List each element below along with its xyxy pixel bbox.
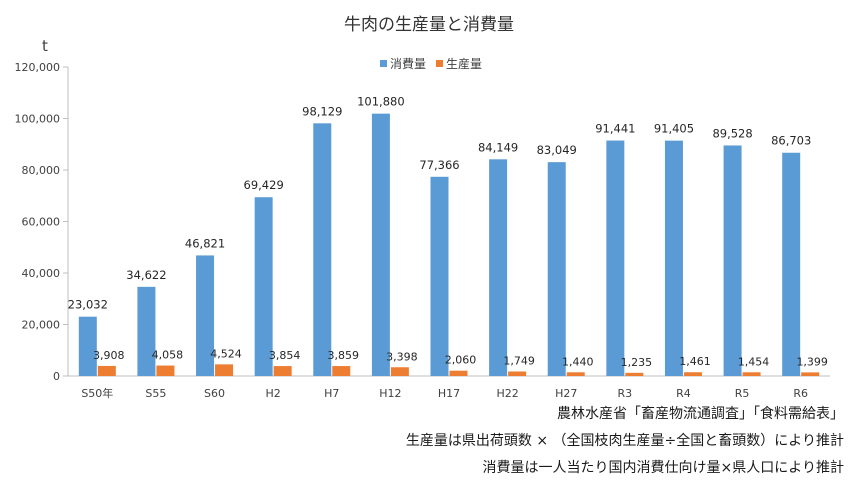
data-label-consumption: 86,703 bbox=[771, 134, 811, 148]
bar-production bbox=[215, 364, 234, 376]
data-label-consumption: 101,880 bbox=[357, 95, 405, 109]
legend-label-consumption: 消費量 bbox=[390, 57, 427, 71]
y-tick-label: 80,000 bbox=[22, 164, 61, 177]
bar-production bbox=[449, 370, 468, 376]
x-tick-label: H27 bbox=[555, 387, 577, 400]
legend-swatch-production bbox=[436, 60, 444, 67]
x-tick-label: H2 bbox=[266, 387, 281, 400]
x-tick-label: H12 bbox=[379, 387, 401, 400]
bar-production bbox=[273, 366, 292, 376]
x-tick-label: H7 bbox=[324, 387, 339, 400]
data-label-production: 1,749 bbox=[503, 354, 535, 367]
y-tick-label: 0 bbox=[53, 370, 60, 383]
data-label-consumption: 46,821 bbox=[185, 236, 225, 250]
y-tick-label: 100,000 bbox=[15, 113, 61, 126]
y-tick-label: 60,000 bbox=[22, 216, 61, 229]
x-tick-label: H22 bbox=[496, 387, 518, 400]
bar-consumption bbox=[782, 152, 801, 376]
bar-consumption bbox=[313, 123, 332, 376]
source-note: 農林水産省「畜産物流通調査」「食料需給表」 bbox=[557, 406, 844, 422]
bar-production bbox=[390, 367, 409, 376]
chart-title: 牛肉の生産量と消費量 bbox=[344, 15, 514, 35]
legend: 消費量 生産量 bbox=[380, 55, 482, 72]
x-tick-label: R3 bbox=[618, 387, 633, 400]
data-label-production: 1,440 bbox=[562, 355, 594, 368]
bar-production bbox=[801, 372, 820, 376]
y-axis-unit: t bbox=[42, 37, 48, 55]
data-label-consumption: 98,129 bbox=[302, 104, 342, 118]
x-tick-label: S55 bbox=[145, 387, 166, 400]
data-label-production: 4,524 bbox=[210, 347, 242, 360]
bar-consumption bbox=[547, 162, 566, 376]
data-label-consumption: 83,049 bbox=[537, 143, 577, 157]
x-tick-label: S50年 bbox=[81, 386, 113, 400]
legend-item-consumption: 消費量 bbox=[380, 55, 426, 72]
data-label-consumption: 23,032 bbox=[68, 298, 108, 312]
data-label-production: 1,454 bbox=[738, 355, 770, 368]
data-label-consumption: 69,429 bbox=[244, 178, 284, 192]
y-tick-label: 120,000 bbox=[15, 61, 61, 74]
data-label-production: 3,854 bbox=[269, 349, 301, 362]
data-label-production: 3,908 bbox=[93, 349, 125, 362]
bar-production bbox=[566, 372, 585, 376]
data-label-consumption: 77,366 bbox=[419, 158, 459, 172]
y-tick-label: 40,000 bbox=[22, 267, 61, 280]
x-tick-label: R6 bbox=[793, 387, 808, 400]
data-label-production: 3,859 bbox=[328, 349, 360, 362]
bar-consumption bbox=[430, 176, 449, 376]
x-tick-label: R4 bbox=[676, 387, 691, 400]
bar-production bbox=[683, 372, 702, 376]
data-label-production: 2,060 bbox=[445, 354, 477, 367]
x-tick-label: R5 bbox=[735, 387, 750, 400]
x-tick-label: H17 bbox=[438, 387, 460, 400]
data-label-consumption: 91,441 bbox=[595, 122, 635, 136]
bar-production bbox=[156, 365, 175, 376]
bar-consumption bbox=[137, 286, 156, 376]
data-label-consumption: 89,528 bbox=[712, 126, 752, 140]
bar-production bbox=[625, 372, 644, 376]
data-label-consumption: 34,622 bbox=[126, 268, 166, 282]
bar-consumption bbox=[196, 255, 215, 376]
data-label-consumption: 84,149 bbox=[478, 140, 518, 154]
bar-consumption bbox=[489, 159, 508, 376]
data-label-production: 1,399 bbox=[796, 355, 828, 368]
legend-swatch-consumption bbox=[380, 60, 387, 67]
bar-consumption bbox=[606, 140, 625, 376]
bar-production bbox=[97, 365, 116, 376]
consumption-method-note: 消費量は一人当たり国内消費仕向け量×県人口により推計 bbox=[482, 460, 844, 476]
bar-production bbox=[742, 372, 761, 376]
legend-label-production: 生産量 bbox=[446, 57, 483, 71]
bar-consumption bbox=[371, 113, 390, 376]
data-label-production: 1,461 bbox=[679, 355, 711, 368]
data-label-production: 3,398 bbox=[386, 350, 418, 363]
data-label-production: 1,235 bbox=[621, 356, 653, 369]
data-label-production: 4,058 bbox=[152, 349, 184, 362]
production-method-note: 生産量は県出荷頭数 × （全国枝肉生産量÷全国と畜頭数）により推計 bbox=[405, 433, 844, 449]
y-tick-label: 20,000 bbox=[22, 319, 61, 332]
bar-production bbox=[508, 371, 527, 376]
bar-consumption bbox=[254, 197, 273, 376]
bar-production bbox=[332, 366, 351, 376]
legend-item-production: 生産量 bbox=[436, 55, 482, 72]
data-label-consumption: 91,405 bbox=[654, 122, 694, 136]
bar-consumption bbox=[664, 140, 683, 376]
bar-consumption bbox=[723, 145, 742, 376]
bar-consumption bbox=[78, 316, 97, 376]
x-tick-label: S60 bbox=[204, 387, 225, 400]
